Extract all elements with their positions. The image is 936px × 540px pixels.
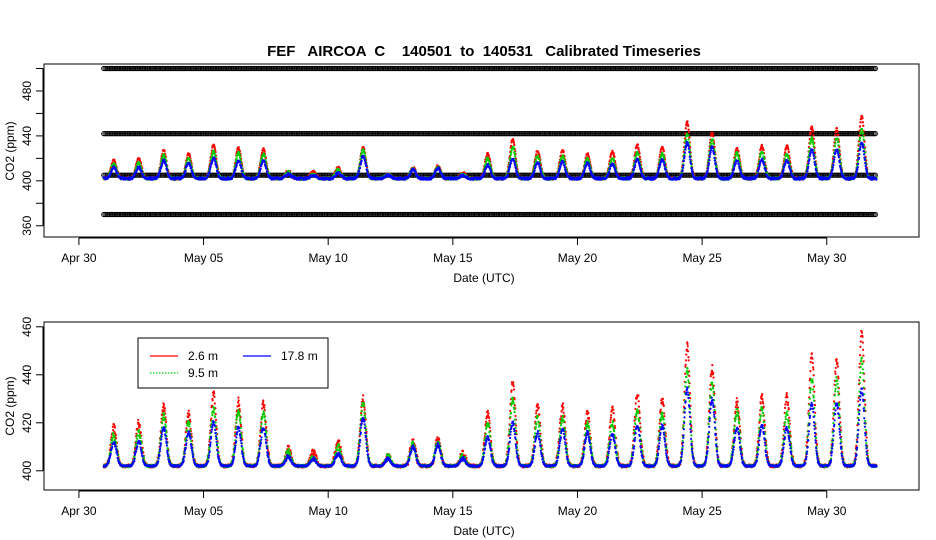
series-2-6m-point [835, 127, 839, 130]
series-2-6m-point [586, 152, 590, 155]
series-2-6m-point [787, 148, 790, 151]
top-panel: Apr 30 May 05 May 10 May 15 May 20 May 25 May … [3, 63, 920, 285]
series-2-6m-point [836, 133, 840, 137]
series-9-5m-point [235, 157, 238, 160]
reference-levels [101, 65, 879, 218]
series-2-6m-point [760, 143, 764, 147]
data-layer [101, 65, 879, 218]
series-2-6m-point [762, 148, 765, 152]
series-2-6m-point [861, 121, 865, 124]
series-2-6m-point [662, 149, 665, 153]
series-2-6m-point [862, 124, 865, 128]
series-2-6m-point [684, 127, 687, 130]
series-2-6m-point [858, 125, 862, 128]
series-2-6m-point [487, 154, 490, 157]
series-2-6m-point [687, 124, 690, 128]
series-9-5m-point [263, 155, 267, 158]
series-2-6m-point [834, 134, 837, 137]
series-2-6m-point [811, 130, 815, 133]
series-2-6m-point [263, 150, 266, 153]
series-2-6m-point [637, 148, 640, 151]
series-9-5m-point [212, 149, 216, 152]
series-2-6m-point [562, 150, 565, 154]
series-2-6m-point [687, 131, 691, 134]
series-2-6m-point [687, 128, 690, 131]
series-2-6m-point [512, 141, 516, 144]
series-9-5m-point [188, 158, 191, 161]
series-2-6m-point [787, 150, 790, 154]
series-9-5m-point [211, 153, 214, 157]
series-9-5m-point [238, 154, 241, 157]
series-2-6m-point [836, 130, 839, 133]
series-2-6m-point [138, 157, 141, 160]
series-2-6m-point [859, 121, 862, 124]
series-9-5m-point [213, 152, 216, 155]
series-2-6m-point [237, 146, 240, 149]
plot-frame [43, 63, 920, 238]
series-2-6m-point [861, 117, 864, 120]
series-2-6m-point [858, 134, 861, 137]
series-9-5m-point [138, 161, 141, 165]
series-2-6m-point [809, 133, 812, 136]
series-2-6m-point [809, 131, 812, 134]
series-2-6m-point [636, 143, 640, 146]
series-9-5m-point [239, 156, 242, 159]
series-2-6m-point [686, 120, 689, 123]
series-2-6m-point [812, 134, 815, 137]
series-2-6m-point [712, 135, 715, 138]
series-2-6m-point [163, 149, 166, 153]
series-2-6m-point [188, 153, 191, 156]
chart-title: FEF AIRCOA C 140501 to 140531 Calibrated… [267, 43, 701, 60]
